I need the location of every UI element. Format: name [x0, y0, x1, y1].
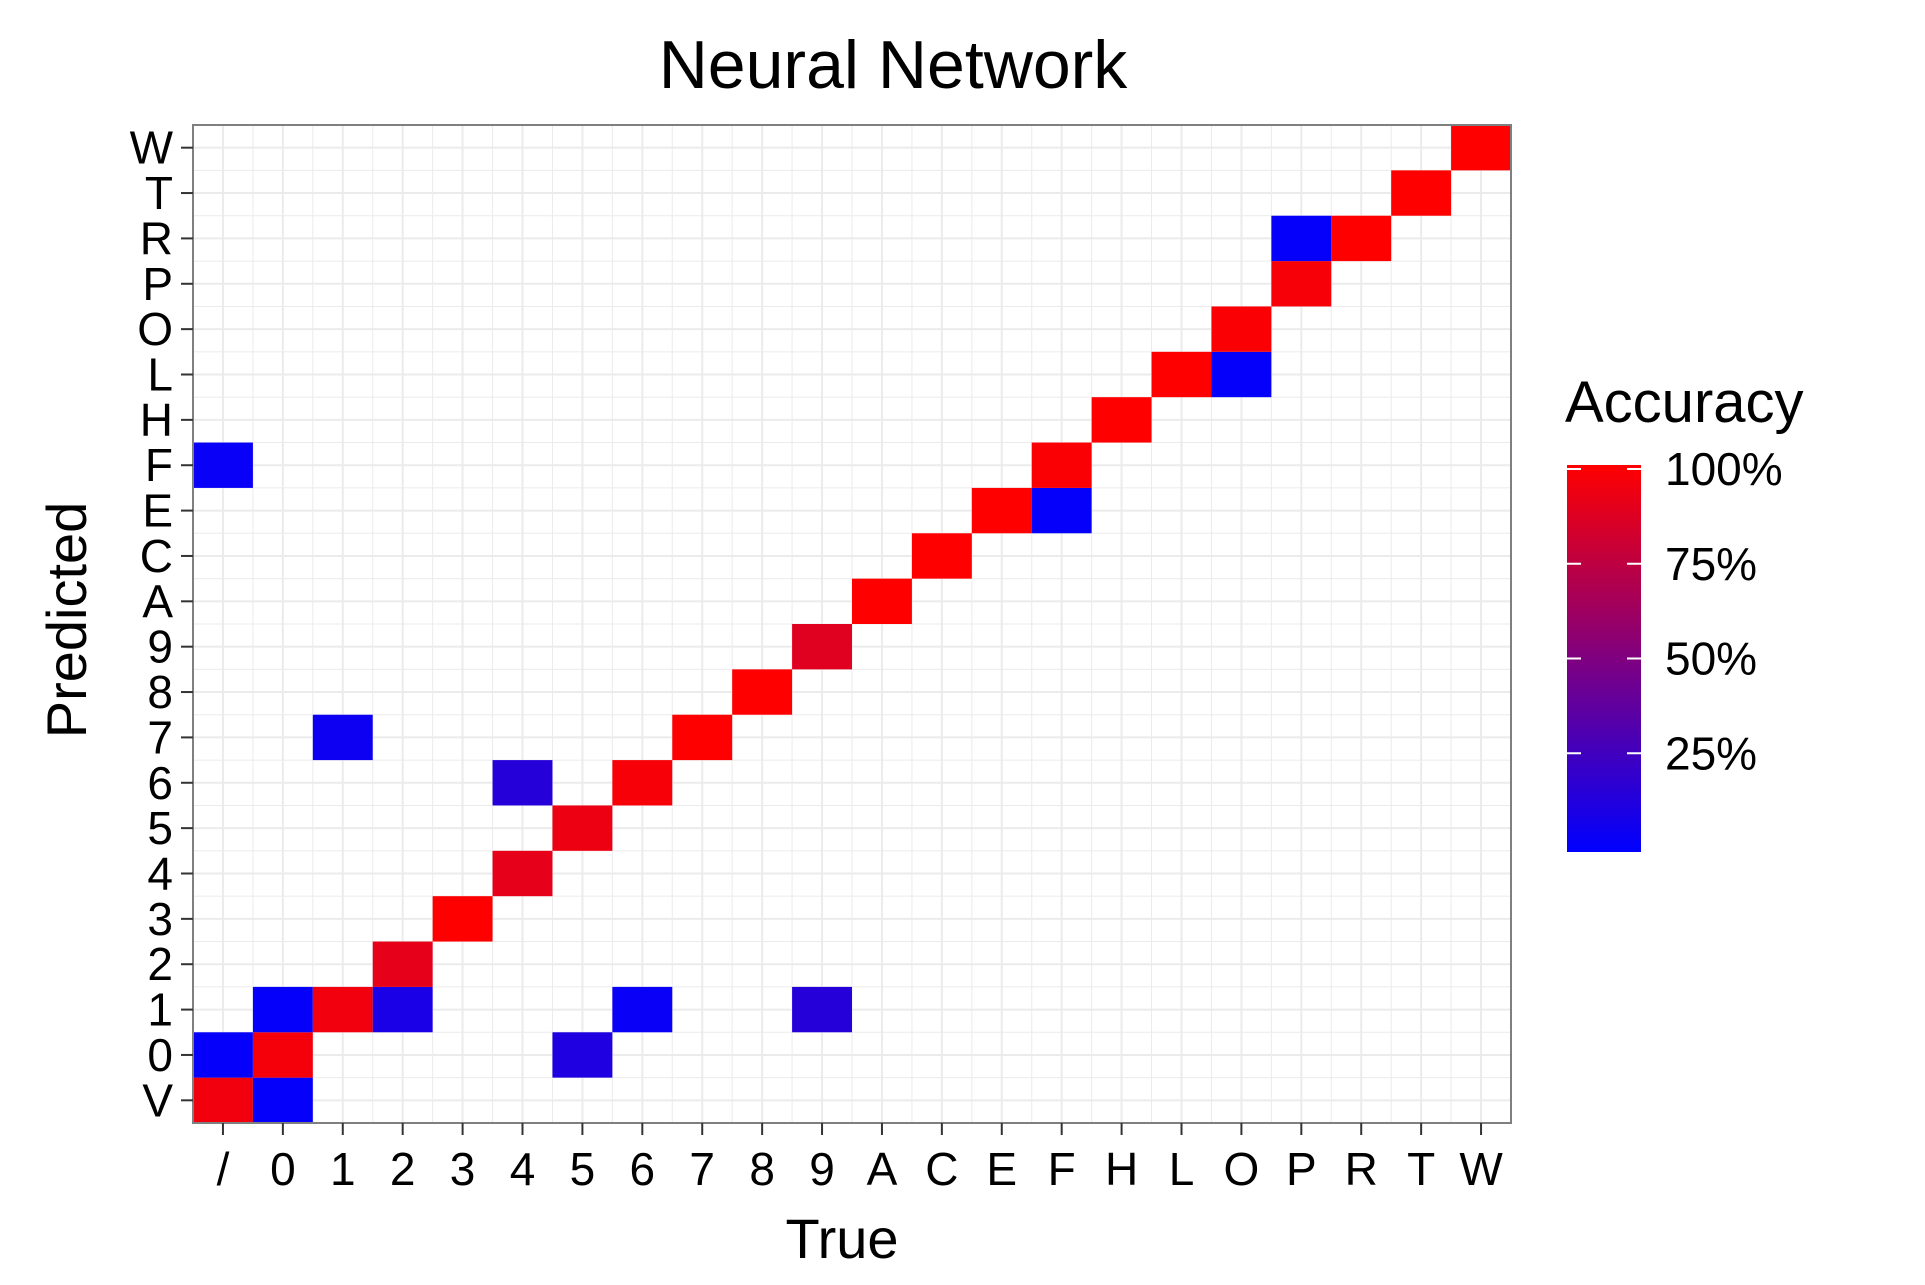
y-tick-label: A: [142, 575, 173, 627]
y-tick-label: V: [142, 1074, 173, 1126]
y-tick-label: 6: [147, 757, 173, 809]
y-axis-label: Predicted: [35, 502, 98, 739]
heatmap-cell: [252, 986, 313, 1033]
heatmap-cell: [1331, 215, 1392, 262]
x-tick-label: 2: [390, 1143, 416, 1195]
heatmap-cell: [792, 624, 852, 670]
x-tick-label: O: [1224, 1143, 1260, 1195]
legend-tick-label: 25%: [1665, 727, 1757, 779]
x-tick-label: 3: [450, 1143, 476, 1195]
heatmap-cell: [193, 442, 253, 488]
heatmap-cell: [492, 760, 553, 806]
y-tick-label: 3: [147, 893, 173, 945]
y-tick-label: R: [140, 212, 173, 264]
y-tick-label: 5: [147, 802, 173, 854]
x-tick-label: 0: [270, 1143, 296, 1195]
x-tick-label: 7: [689, 1143, 715, 1195]
heatmap-cell: [492, 850, 553, 897]
y-tick-label: 7: [147, 711, 173, 763]
heatmap-cell: [911, 533, 972, 579]
heatmap-cell: [672, 714, 733, 761]
legend-tick-label: 75%: [1665, 538, 1757, 590]
x-tick-label: F: [1048, 1143, 1076, 1195]
heatmap-cell: [971, 487, 1032, 534]
x-tick-label: 9: [809, 1143, 835, 1195]
heatmap-cell: [1031, 442, 1092, 488]
heatmap-cell: [612, 760, 673, 806]
color-legend: Accuracy 100% 75% 50% 25%: [1565, 370, 1804, 852]
panel-border: [192, 124, 1512, 1124]
x-axis-label: True: [785, 1207, 898, 1270]
y-tick-label: H: [140, 394, 173, 446]
heatmap-cells: [193, 125, 1511, 1123]
y-tick-label: F: [145, 439, 173, 491]
x-tick-label: W: [1459, 1143, 1503, 1195]
x-tick-label: 6: [630, 1143, 656, 1195]
x-tick-label: 1: [330, 1143, 356, 1195]
x-tick-label: P: [1286, 1143, 1317, 1195]
x-tick-label: L: [1169, 1143, 1195, 1195]
y-tick-label: T: [145, 167, 173, 219]
heatmap-cell: [1211, 306, 1272, 352]
heatmap-cell: [432, 896, 493, 942]
x-tick-label: H: [1105, 1143, 1138, 1195]
heatmap-cell: [1391, 170, 1452, 216]
legend-tick-label: 50%: [1665, 633, 1757, 685]
x-tick-label: C: [925, 1143, 958, 1195]
x-tick-label: R: [1345, 1143, 1378, 1195]
y-tick-label: 4: [147, 848, 173, 900]
y-tick-label: L: [147, 349, 173, 401]
heatmap-cell: [1091, 397, 1152, 443]
legend-ticks: 100% 75% 50% 25%: [1567, 443, 1783, 779]
y-tick-label: 2: [147, 938, 173, 990]
x-tick-label: 4: [510, 1143, 536, 1195]
heatmap-cell: [852, 578, 912, 624]
x-tick-label: E: [986, 1143, 1017, 1195]
heatmap-cell: [552, 805, 613, 851]
x-tick-label: T: [1407, 1143, 1435, 1195]
heatmap-cell: [612, 986, 673, 1033]
heatmap-cell: [1211, 351, 1272, 398]
heatmap-cell: [1271, 261, 1332, 307]
heatmap-cell: [1151, 351, 1212, 398]
x-tick-label: /: [217, 1143, 230, 1195]
chart-title: Neural Network: [659, 27, 1129, 103]
heatmap-cell: [792, 986, 852, 1033]
legend-title: Accuracy: [1565, 370, 1804, 435]
heatmap-cell: [372, 941, 433, 987]
heatmap-cell: [312, 714, 373, 761]
x-axis-ticks: / 0 1 2 3 4 5 6 7 8 9 A C E F H L O P R T W: [217, 1123, 1503, 1195]
heatmap-cell: [312, 986, 373, 1033]
y-tick-label: O: [137, 303, 173, 355]
heatmap-cell: [372, 986, 433, 1033]
y-tick-label: E: [142, 485, 173, 537]
y-tick-label: 1: [147, 984, 173, 1036]
heatmap-cell: [1271, 215, 1332, 262]
y-tick-label: 8: [147, 666, 173, 718]
heatmap-cell: [193, 1077, 253, 1123]
y-tick-label: C: [140, 530, 173, 582]
heatmap-cell: [552, 1032, 613, 1078]
x-tick-label: 5: [570, 1143, 596, 1195]
heatmap-cell: [252, 1077, 313, 1123]
y-tick-label: W: [130, 122, 174, 174]
heatmap-cell: [732, 669, 793, 715]
x-tick-label: 8: [749, 1143, 775, 1195]
heatmap-cell: [1451, 125, 1511, 171]
y-tick-label: 0: [147, 1029, 173, 1081]
legend-tick-label: 100%: [1665, 443, 1783, 495]
heatmap-cell: [193, 1032, 253, 1078]
heatmap-cell: [1031, 487, 1092, 534]
y-tick-label: P: [142, 258, 173, 310]
x-tick-label: A: [867, 1143, 898, 1195]
y-tick-label: 9: [147, 621, 173, 673]
heatmap-cell: [252, 1032, 313, 1078]
